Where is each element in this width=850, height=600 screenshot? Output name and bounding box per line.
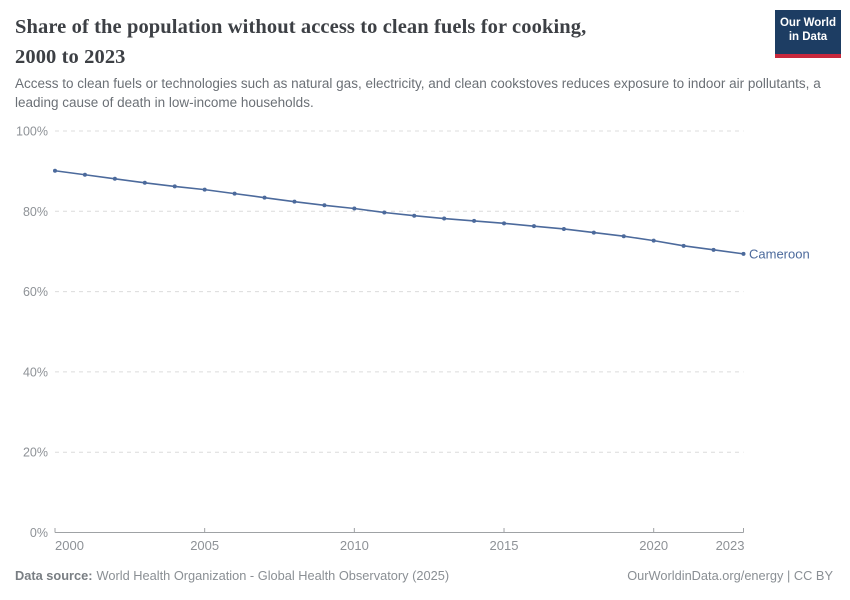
x-axis-label: 2000 [55,538,84,553]
data-source-line: Data source: World Health Organization - … [15,568,449,583]
series-point [142,180,147,185]
page-title-line2: 2000 to 2023 [15,46,126,68]
x-axis-label: 2023 [716,538,745,553]
series-point [621,234,626,239]
series-line [54,169,744,255]
license-link[interactable]: OurWorldinData.org/energy | CC BY [627,568,833,583]
data-source-text: World Health Organization - Global Healt… [96,568,450,583]
chart-subtitle: Access to clean fuels or technologies su… [15,76,821,110]
series-point [741,251,746,256]
series-point [322,203,327,208]
series-point [442,216,447,221]
series-point [82,172,87,177]
y-axis-label: 100% [16,125,48,139]
series-point [502,221,507,226]
series-point [172,184,177,189]
page-title-line1: Share of the population without access t… [15,16,587,38]
x-axis-label: 2010 [340,538,369,553]
x-axis-label: 2015 [490,538,519,553]
series-point [412,213,417,218]
y-axis-label: 0% [30,526,48,540]
data-source-label: Data source: [15,568,93,583]
series-point [681,243,686,248]
y-axis-label: 20% [23,446,48,460]
owid-logo-line1: Our World [779,17,836,29]
owid-logo-line2: in Data [788,31,828,43]
series-end-label: Cameroon [749,246,810,261]
x-axis-label: 2005 [190,538,219,553]
series-point [382,210,387,215]
y-axis-label: 40% [23,365,48,379]
series-point [472,218,477,223]
series-point [711,247,716,252]
series-point [262,195,267,200]
series-point [591,230,596,235]
series-point [531,224,536,229]
series-point [561,226,566,231]
x-axis-label: 2020 [639,538,668,553]
series-point [651,238,656,243]
series-point [292,199,297,204]
y-axis-label: 60% [23,285,48,299]
series-point [352,206,357,211]
page-title: Share of the population without access t… [15,12,735,72]
series-point [232,191,237,196]
owid-logo: Our World in Data [775,10,841,58]
y-axis-label: 80% [23,205,48,219]
series-point [202,187,207,192]
series-point [53,168,57,173]
series-point [112,176,117,181]
